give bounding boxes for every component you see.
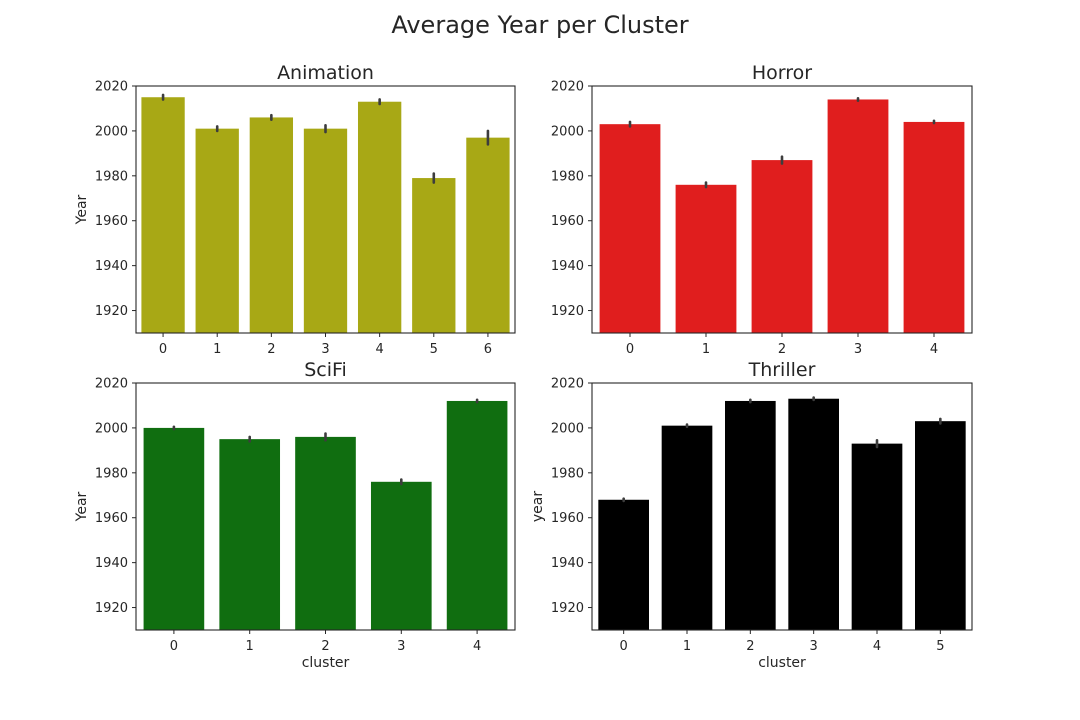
bar bbox=[446, 400, 508, 630]
x-axis-label: cluster bbox=[758, 655, 806, 671]
y-tick-label: 1980 bbox=[95, 466, 128, 481]
x-tick-label: 1 bbox=[246, 639, 254, 654]
bar bbox=[357, 101, 402, 333]
bar bbox=[661, 425, 713, 630]
x-tick-label: 0 bbox=[159, 342, 167, 357]
bar bbox=[675, 184, 737, 333]
x-tick-label: 2 bbox=[746, 639, 754, 654]
y-tick-label: 1980 bbox=[95, 169, 128, 184]
x-tick-label: 3 bbox=[321, 342, 329, 357]
bar bbox=[219, 439, 281, 630]
subplot-thriller: 1920 1940 1960 1980 2000 2020 0 1 2 3 4 5 Thriller ye… bbox=[530, 359, 973, 671]
subplot-title: Horror bbox=[752, 62, 812, 84]
y-axis-label: Year bbox=[74, 194, 90, 225]
x-tick-label: 0 bbox=[620, 639, 628, 654]
x-tick-label: 3 bbox=[810, 639, 818, 654]
subplot-title: Animation bbox=[277, 62, 374, 84]
subplot-horror: 1920 1940 1960 1980 2000 2020 0 1 2 3 4 Horror bbox=[551, 62, 973, 357]
y-tick-label: 1960 bbox=[551, 214, 584, 229]
bar bbox=[903, 121, 965, 334]
y-tick-label: 1940 bbox=[95, 259, 128, 274]
subplot-title: Thriller bbox=[748, 359, 816, 381]
y-tick-label: 2020 bbox=[95, 80, 128, 95]
x-tick-label: 2 bbox=[778, 342, 786, 357]
bar bbox=[370, 481, 432, 630]
bar bbox=[466, 137, 510, 333]
y-tick-label: 2020 bbox=[551, 377, 584, 392]
y-tick-label: 2000 bbox=[95, 124, 128, 139]
y-tick-label: 1960 bbox=[95, 511, 128, 526]
y-tick-label: 1940 bbox=[551, 556, 584, 571]
x-tick-label: 4 bbox=[930, 342, 938, 357]
bar bbox=[412, 178, 456, 333]
x-tick-label: 3 bbox=[397, 639, 405, 654]
y-tick-label: 1920 bbox=[551, 601, 584, 616]
y-tick-label: 1960 bbox=[551, 511, 584, 526]
y-tick-label: 1920 bbox=[95, 304, 128, 319]
x-tick-label: 5 bbox=[936, 639, 944, 654]
x-tick-label: 1 bbox=[683, 639, 691, 654]
bar bbox=[295, 436, 356, 630]
x-tick-label: 0 bbox=[626, 342, 634, 357]
bar bbox=[851, 443, 903, 630]
bar bbox=[143, 427, 205, 630]
x-tick-label: 0 bbox=[170, 639, 178, 654]
y-tick-label: 2000 bbox=[551, 421, 584, 436]
x-tick-label: 4 bbox=[873, 639, 881, 654]
y-tick-label: 2000 bbox=[551, 124, 584, 139]
y-axis-label: Year bbox=[74, 491, 90, 522]
bar bbox=[249, 117, 294, 333]
bar bbox=[788, 398, 839, 630]
y-tick-label: 1980 bbox=[551, 466, 584, 481]
figure-title: Average Year per Cluster bbox=[391, 11, 688, 39]
x-axis-label: cluster bbox=[302, 655, 350, 671]
bar bbox=[303, 128, 348, 333]
y-tick-label: 2020 bbox=[95, 377, 128, 392]
bar bbox=[827, 99, 889, 333]
y-tick-label: 1920 bbox=[551, 304, 584, 319]
y-tick-label: 1960 bbox=[95, 214, 128, 229]
bar bbox=[598, 499, 649, 630]
bar bbox=[915, 421, 966, 630]
bar bbox=[751, 160, 813, 333]
y-tick-label: 1940 bbox=[95, 556, 128, 571]
x-tick-label: 6 bbox=[484, 342, 492, 357]
x-tick-label: 4 bbox=[473, 639, 481, 654]
x-tick-label: 5 bbox=[430, 342, 438, 357]
y-tick-label: 2000 bbox=[95, 421, 128, 436]
y-tick-label: 1940 bbox=[551, 259, 584, 274]
y-tick-label: 2020 bbox=[551, 80, 584, 95]
subplot-scifi: 1920 1940 1960 1980 2000 2020 0 1 2 3 4 SciFi Year cl… bbox=[74, 359, 516, 671]
y-axis-label: year bbox=[530, 491, 546, 522]
subplot-title: SciFi bbox=[304, 359, 347, 381]
y-tick-label: 1980 bbox=[551, 169, 584, 184]
axes-frame bbox=[591, 382, 973, 631]
subplot-animation: 1920 1940 1960 1980 2000 2020 0 1 2 3 4 5 6 Animation… bbox=[74, 62, 516, 357]
x-tick-label: 4 bbox=[376, 342, 384, 357]
x-tick-label: 1 bbox=[213, 342, 221, 357]
bar bbox=[195, 128, 239, 333]
x-tick-label: 3 bbox=[854, 342, 862, 357]
bar bbox=[599, 124, 661, 333]
y-tick-label: 1920 bbox=[95, 601, 128, 616]
x-tick-label: 2 bbox=[267, 342, 275, 357]
bar bbox=[141, 97, 185, 333]
bar bbox=[725, 400, 776, 630]
x-tick-label: 2 bbox=[321, 639, 329, 654]
x-tick-label: 1 bbox=[702, 342, 710, 357]
